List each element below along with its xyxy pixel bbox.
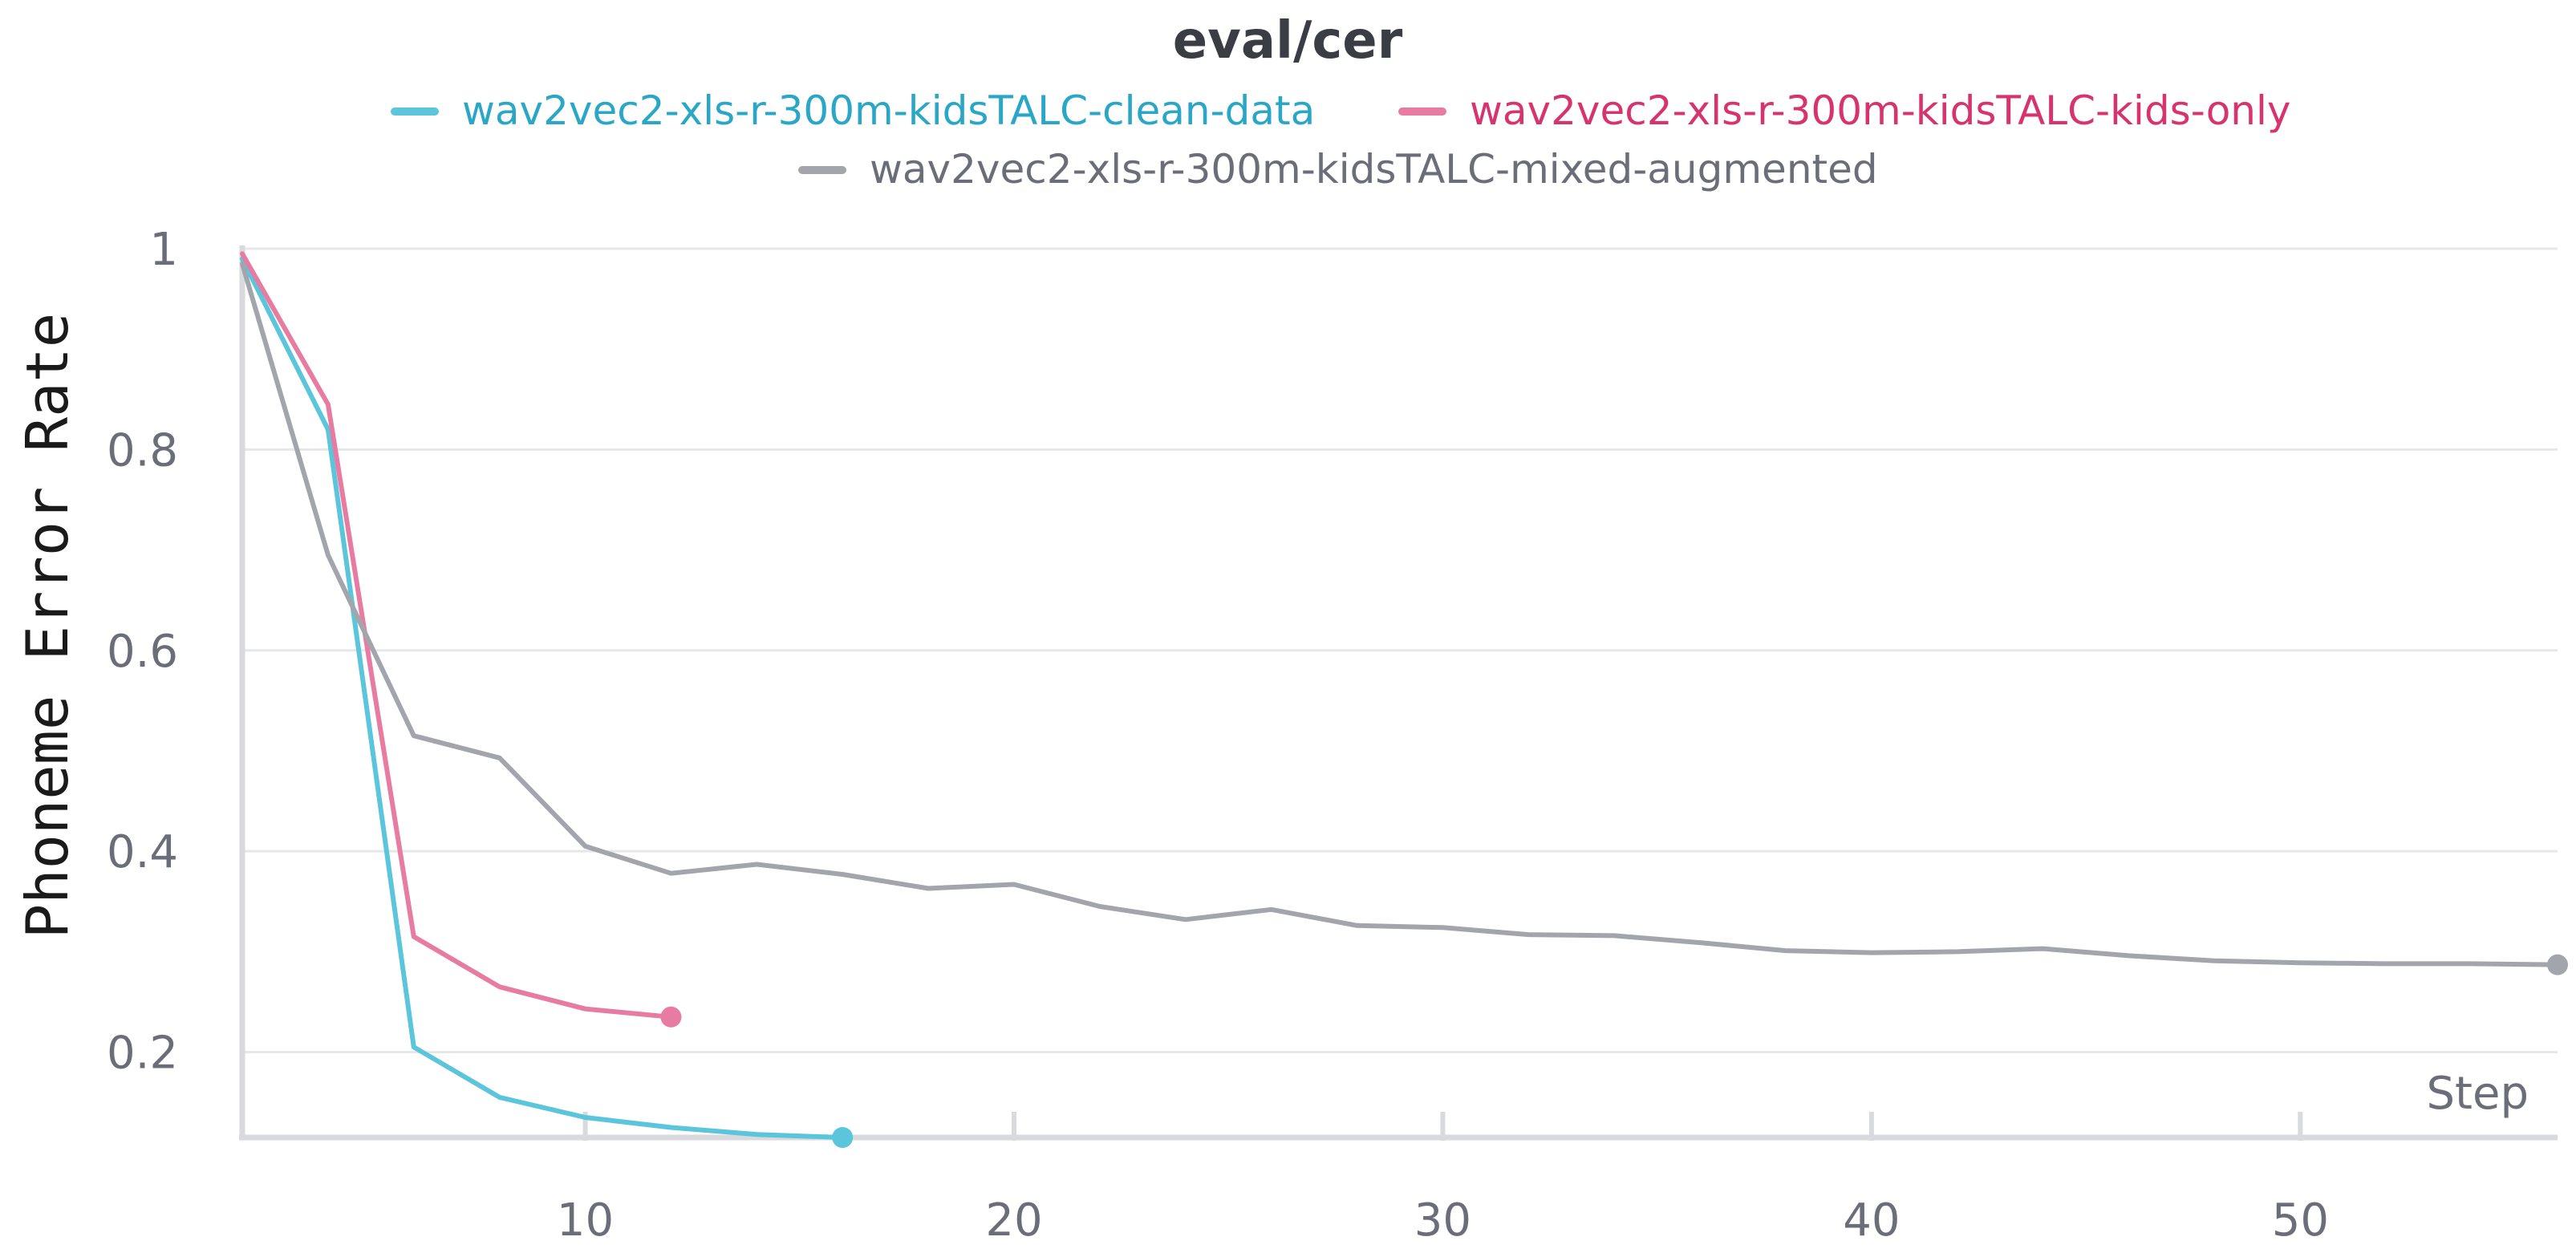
x-axis-ticks: 10 20 30 40 50 [557,1112,2329,1247]
legend-label: wav2vec2-xls-r-300m-kidsTALC-clean-data [462,87,1315,134]
y-tick-label: 1 [149,224,178,276]
legend-item-0[interactable]: wav2vec2-xls-r-300m-kidsTALC-clean-data [391,87,1315,134]
series-lines [240,251,2568,1148]
axes [239,245,2558,1141]
y-tick-label: 0.6 [107,626,178,678]
series-endpoint-1 [660,1006,682,1028]
x-tick-label: 10 [557,1194,614,1247]
y-axis-ticks: 0.2 0.4 0.6 0.8 1 [107,224,178,1080]
series-line-0 [240,256,846,1140]
legend-item-2[interactable]: wav2vec2-xls-r-300m-kidsTALC-mixed-augme… [798,146,1878,193]
legend-item-1[interactable]: wav2vec2-xls-r-300m-kidsTALC-kids-only [1398,87,2290,134]
y-axis-label: Phoneme Error Rate [14,313,81,939]
x-tick-label: 40 [1843,1194,1900,1247]
series-endpoint-0 [832,1127,854,1148]
legend-label: wav2vec2-xls-r-300m-kidsTALC-mixed-augme… [870,146,1878,193]
y-tick-label: 0.2 [107,1028,178,1080]
legend[interactable]: wav2vec2-xls-r-300m-kidsTALC-clean-data w… [391,87,2290,193]
x-tick-label: 20 [985,1194,1042,1247]
y-tick-label: 0.4 [107,826,178,878]
gridlines [242,247,2558,1054]
chart-title: eval/cer [1173,11,1403,71]
x-axis-label: Step [2426,1068,2529,1120]
series-line-1 [240,251,674,1020]
series-endpoint-2 [2547,954,2568,975]
x-tick-label: 50 [2272,1194,2329,1247]
series-line-2 [240,261,2560,967]
x-tick-label: 30 [1414,1194,1471,1247]
y-tick-label: 0.8 [107,424,178,476]
legend-label: wav2vec2-xls-r-300m-kidsTALC-kids-only [1470,87,2290,134]
